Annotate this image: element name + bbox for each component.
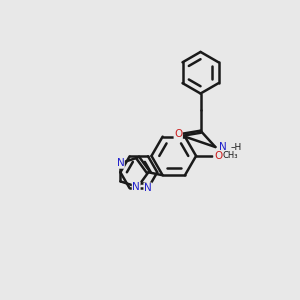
Text: N: N <box>219 142 227 152</box>
Text: O: O <box>174 129 182 139</box>
Text: N: N <box>144 183 152 193</box>
Text: N: N <box>132 182 140 192</box>
Text: N: N <box>144 183 152 193</box>
Text: –H: –H <box>231 142 242 152</box>
Text: N: N <box>116 158 124 168</box>
Text: O: O <box>214 151 222 161</box>
Text: CH₃: CH₃ <box>223 152 238 160</box>
